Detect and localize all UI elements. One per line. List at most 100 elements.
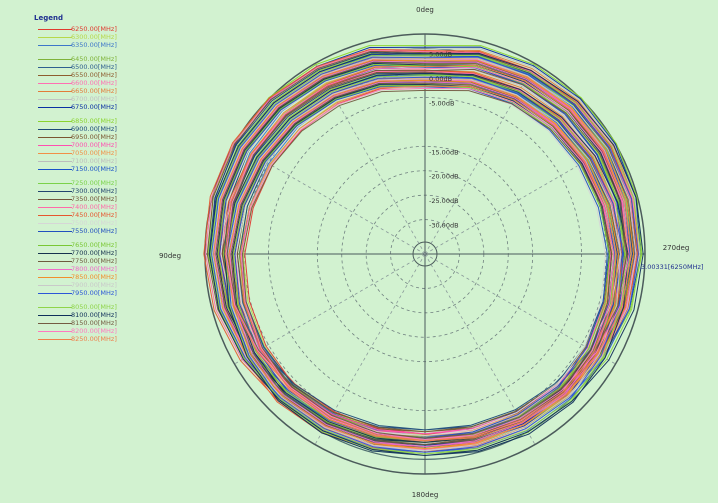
legend-swatch (38, 285, 72, 286)
legend-swatch (38, 315, 72, 316)
legend-label: 6500.00[MHz] (71, 63, 117, 71)
legend-swatch (38, 253, 72, 254)
legend-label: 7850.00[MHz] (71, 273, 117, 281)
legend-label: 6450.00[MHz] (71, 55, 117, 63)
legend-item: 7800.00[MHz] (34, 265, 164, 273)
polar-spoke (424, 253, 616, 365)
legend-label: 6350.00[MHz] (71, 41, 117, 49)
polar-spoke (424, 143, 616, 255)
legend-item: 7050.00[MHz] (34, 149, 164, 157)
legend-label: 6550.00[MHz] (71, 71, 117, 79)
legend-swatch (38, 129, 72, 130)
legend-item: 7550.00[MHz] (34, 227, 164, 235)
legend-swatch (38, 137, 72, 138)
angle-label-right: 270deg (663, 244, 690, 252)
radial-tick-label: -25.00dB (429, 197, 459, 205)
legend-label: 7650.00[MHz] (71, 241, 117, 249)
legend-item: 6250.00[MHz] (34, 25, 164, 33)
polar-spoke (314, 63, 426, 255)
radial-tick-label: 5.00dB (429, 51, 452, 59)
legend-group: 6250.00[MHz] 6300.00[MHz] 6350.00[MHz] (34, 25, 164, 49)
polar-series (203, 44, 644, 456)
legend-item: 6650.00[MHz] (34, 87, 164, 95)
legend-label: 7100.00[MHz] (71, 157, 117, 165)
legend-swatch (38, 67, 72, 68)
legend-label: 7700.00[MHz] (71, 249, 117, 257)
polar-tick-labels: 5.00dB 0.00dB -5.00dB -15.00dB -20.00dB -25.0… (429, 51, 459, 230)
legend-group: 8050.00[MHz] 8100.00[MHz] 8150.00[MHz] 8200… (34, 303, 164, 343)
legend-item: 6950.00[MHz] (34, 133, 164, 141)
legend-swatch (38, 261, 72, 262)
legend-item: 6900.00[MHz] (34, 125, 164, 133)
legend-label: 6250.00[MHz] (71, 25, 117, 33)
angle-label-bottom: 180deg (412, 491, 439, 499)
legend-label: 7400.00[MHz] (71, 203, 117, 211)
legend-label: 7450.00[MHz] (71, 211, 117, 219)
marker-readout: 3.00331[6250MHz] (641, 263, 703, 271)
angle-label-left: 90deg (159, 252, 181, 260)
legend-label: 6950.00[MHz] (71, 133, 117, 141)
legend-item: 6750.00[MHz] (34, 103, 164, 111)
legend-title: Legend (34, 14, 63, 22)
polar-spoke (424, 63, 536, 255)
legend-label: 7150.00[MHz] (71, 165, 117, 173)
legend-swatch (38, 199, 72, 200)
legend-item: 7500.00[MHz] (34, 219, 164, 227)
legend-swatch (38, 45, 72, 46)
legend-swatch (38, 307, 72, 308)
legend-swatch (38, 245, 72, 246)
legend-group: 7650.00[MHz] 7700.00[MHz] 7750.00[MHz] 7800… (34, 241, 164, 297)
polar-spoke (234, 143, 426, 255)
legend-label: 7550.00[MHz] (71, 227, 117, 235)
radial-tick-label: -15.00dB (429, 148, 459, 156)
legend-swatch (38, 183, 72, 184)
legend-item: 8250.00[MHz] (34, 335, 164, 343)
legend-label: 6650.00[MHz] (71, 87, 117, 95)
series-line (210, 54, 642, 455)
legend-label: 8200.00[MHz] (71, 327, 117, 335)
legend-label: 7800.00[MHz] (71, 265, 117, 273)
legend-swatch (38, 75, 72, 76)
series-line (225, 66, 630, 440)
legend-label: 7750.00[MHz] (71, 257, 117, 265)
legend-item: 6450.00[MHz] (34, 55, 164, 63)
legend-label: 6750.00[MHz] (71, 103, 117, 111)
legend-item: 7950.00[MHz] (34, 289, 164, 297)
legend-swatch (38, 223, 72, 224)
legend-item: 6700.00[MHz] (34, 95, 164, 103)
legend-item: 7650.00[MHz] (34, 241, 164, 249)
legend-swatch (38, 191, 72, 192)
legend-item: 8150.00[MHz] (34, 319, 164, 327)
legend-swatch (38, 207, 72, 208)
legend-item: 7850.00[MHz] (34, 273, 164, 281)
legend-swatch (38, 37, 72, 38)
legend-label: 7000.00[MHz] (71, 141, 117, 149)
legend-group: 6450.00[MHz] 6500.00[MHz] 6550.00[MHz] 6600… (34, 55, 164, 111)
legend-item: 7900.00[MHz] (34, 281, 164, 289)
legend-label: 6700.00[MHz] (71, 95, 117, 103)
legend-item: 7250.00[MHz] (34, 179, 164, 187)
radial-tick-label: -5.00dB (429, 99, 454, 107)
polar-spoke (314, 253, 426, 445)
legend-item: 8100.00[MHz] (34, 311, 164, 319)
legend-label: 8150.00[MHz] (71, 319, 117, 327)
legend-item: 7300.00[MHz] (34, 187, 164, 195)
legend-label: 6900.00[MHz] (71, 125, 117, 133)
legend-swatch (38, 169, 72, 170)
legend-label: 7050.00[MHz] (71, 149, 117, 157)
legend-item: 7150.00[MHz] (34, 165, 164, 173)
legend: Legend 6250.00[MHz] 6300.00[MHz] 6350.00[M… (34, 14, 164, 349)
legend-item: 7350.00[MHz] (34, 195, 164, 203)
series-line (224, 64, 632, 442)
legend-item: 8200.00[MHz] (34, 327, 164, 335)
legend-item: 7400.00[MHz] (34, 203, 164, 211)
legend-label: 6850.00[MHz] (71, 117, 117, 125)
legend-swatch (38, 323, 72, 324)
legend-swatch (38, 145, 72, 146)
legend-swatch (38, 231, 72, 232)
legend-item: 7700.00[MHz] (34, 249, 164, 257)
legend-item: 6600.00[MHz] (34, 79, 164, 87)
legend-label: 8100.00[MHz] (71, 311, 117, 319)
legend-group: 6850.00[MHz] 6900.00[MHz] 6950.00[MHz] 7000… (34, 117, 164, 173)
